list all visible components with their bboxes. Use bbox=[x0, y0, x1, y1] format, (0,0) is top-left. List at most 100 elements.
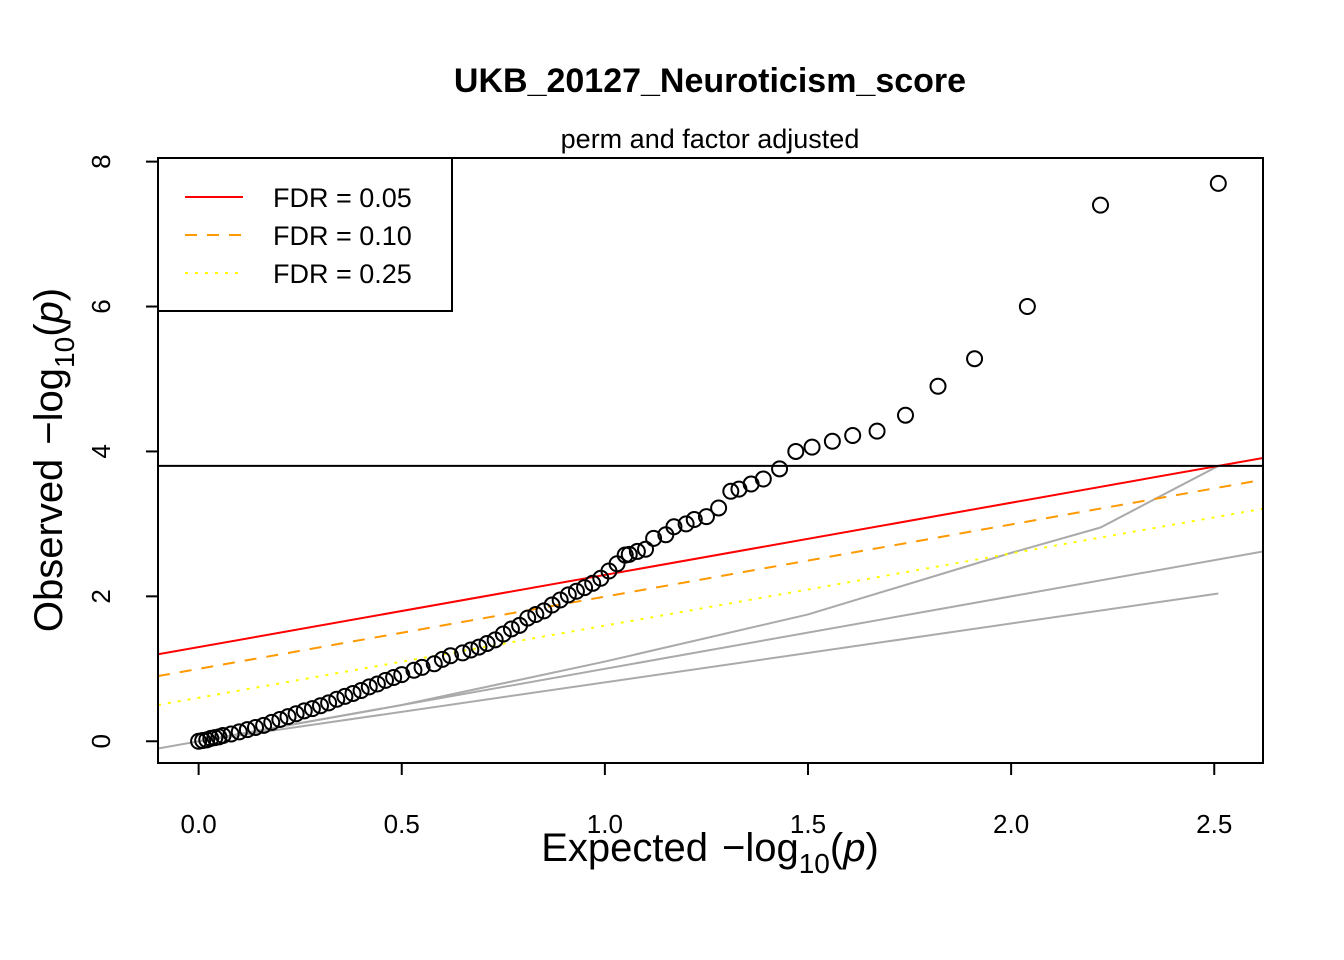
x-axis-title-var: p bbox=[842, 826, 865, 870]
y-axis-title-subscript: 10 bbox=[49, 337, 80, 368]
y-axis-title-close-paren: ) bbox=[27, 288, 71, 301]
y-tick-label: 2 bbox=[86, 589, 116, 603]
fdr-line-2 bbox=[158, 478, 1263, 678]
x-axis-title-log: −log bbox=[722, 826, 799, 870]
data-point bbox=[584, 574, 602, 592]
reference-line-2 bbox=[198, 465, 1219, 743]
data-point bbox=[222, 725, 240, 743]
x-tick-label: 0.0 bbox=[181, 809, 217, 839]
y-tick-label: 0 bbox=[86, 734, 116, 748]
reference-line-3 bbox=[198, 592, 1219, 743]
data-point bbox=[413, 658, 431, 676]
x-axis-title-subscript: 10 bbox=[799, 848, 830, 879]
x-tick-label: 1.5 bbox=[790, 809, 826, 839]
data-point bbox=[1018, 298, 1036, 316]
data-point bbox=[360, 678, 378, 696]
data-point bbox=[645, 529, 663, 547]
legend-box bbox=[157, 157, 453, 312]
data-point bbox=[730, 480, 748, 498]
x-axis-title: Expected −log10(p) bbox=[541, 826, 879, 879]
data-point bbox=[470, 638, 488, 656]
data-point bbox=[567, 582, 585, 600]
data-point bbox=[868, 422, 886, 440]
data-point bbox=[255, 716, 273, 734]
x-axis-title-close-paren: ) bbox=[865, 826, 878, 870]
data-point bbox=[657, 526, 675, 544]
data-point bbox=[576, 579, 594, 597]
legend: FDR = 0.05 FDR = 0.10 FDR = 0.25 bbox=[157, 157, 453, 312]
data-point bbox=[1092, 196, 1109, 214]
data-point bbox=[787, 442, 805, 460]
data-point bbox=[535, 602, 553, 620]
data-point bbox=[685, 511, 703, 529]
data-point bbox=[393, 666, 411, 684]
y-axis-title-word: Observed bbox=[27, 459, 71, 632]
x-tick-label: 0.5 bbox=[384, 809, 420, 839]
data-point bbox=[1209, 174, 1227, 192]
data-point bbox=[303, 700, 321, 718]
data-point bbox=[425, 655, 443, 673]
data-point bbox=[263, 713, 281, 731]
data-point bbox=[454, 644, 472, 662]
axes-layer: 0.0 0.5 1.0 1.5 2.0 2.5 0 2 4 6 8 bbox=[86, 154, 1264, 839]
x-tick-label: 2.0 bbox=[993, 809, 1029, 839]
plot-area bbox=[158, 174, 1263, 750]
data-point bbox=[320, 694, 338, 712]
fdr-line-1 bbox=[158, 456, 1263, 656]
data-point bbox=[462, 641, 480, 659]
data-point bbox=[511, 616, 529, 634]
data-point bbox=[897, 406, 914, 424]
data-point bbox=[238, 721, 256, 739]
legend-label-3: FDR = 0.25 bbox=[273, 259, 412, 289]
data-point bbox=[527, 605, 545, 623]
data-point bbox=[377, 671, 394, 689]
data-point bbox=[442, 647, 459, 665]
y-tick-label: 6 bbox=[86, 299, 116, 313]
chart-title: UKB_20127_Neuroticism_score bbox=[454, 62, 966, 100]
y-tick-label: 8 bbox=[86, 154, 116, 168]
x-axis-title-word: Expected bbox=[541, 826, 708, 870]
chart-subtitle: perm and factor adjusted bbox=[561, 124, 860, 154]
y-axis-title: Observed −log10(p) bbox=[27, 288, 80, 632]
data-point bbox=[295, 702, 313, 720]
data-point bbox=[328, 690, 346, 708]
x-axis-title-open-paren: ( bbox=[830, 826, 844, 870]
data-point bbox=[344, 684, 362, 702]
data-point bbox=[433, 650, 451, 668]
data-point bbox=[844, 427, 862, 445]
data-point bbox=[336, 687, 354, 705]
data-point bbox=[628, 542, 646, 560]
fdr-line-3 bbox=[158, 507, 1263, 707]
legend-label-1: FDR = 0.05 bbox=[273, 183, 412, 213]
plot-layer bbox=[158, 174, 1263, 750]
y-axis-title-log: −log bbox=[27, 368, 71, 445]
y-axis-title-var: p bbox=[27, 301, 71, 324]
x-tick-label: 1.0 bbox=[587, 809, 623, 839]
data-point bbox=[478, 634, 496, 652]
data-point bbox=[710, 499, 728, 517]
y-tick-label: 4 bbox=[86, 444, 116, 458]
data-point bbox=[271, 711, 289, 729]
data-point bbox=[352, 682, 370, 700]
data-point bbox=[722, 482, 740, 500]
data-point bbox=[279, 708, 297, 726]
data-point bbox=[368, 675, 386, 693]
y-axis-title-open-paren: ( bbox=[27, 323, 71, 337]
x-tick-label: 2.5 bbox=[1196, 809, 1232, 839]
data-point bbox=[385, 669, 403, 687]
data-point bbox=[803, 438, 821, 456]
data-point bbox=[405, 661, 423, 679]
data-point bbox=[637, 540, 654, 558]
data-point bbox=[312, 697, 329, 715]
data-point bbox=[486, 631, 504, 649]
data-point bbox=[230, 723, 248, 741]
data-point bbox=[823, 432, 841, 450]
data-point bbox=[697, 508, 715, 526]
data-point bbox=[929, 377, 947, 395]
data-point bbox=[287, 705, 305, 723]
data-point bbox=[677, 515, 695, 533]
data-point bbox=[966, 350, 984, 368]
data-point bbox=[190, 732, 208, 750]
data-point bbox=[771, 460, 789, 478]
